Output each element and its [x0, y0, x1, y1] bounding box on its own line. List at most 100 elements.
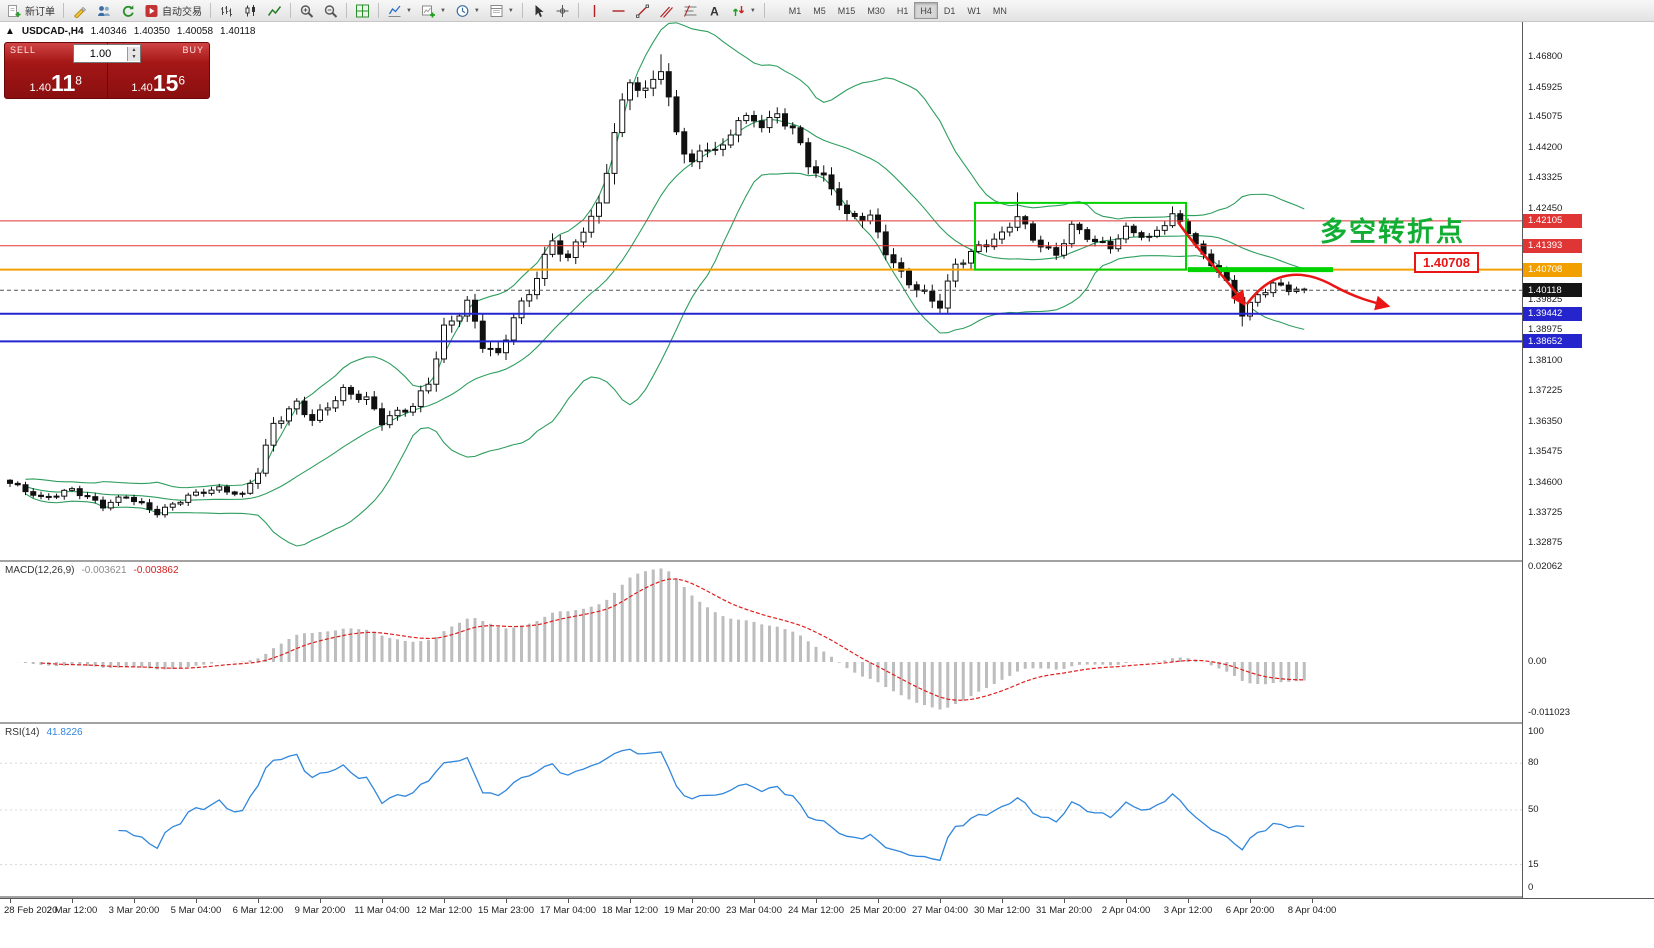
spinner-down-icon[interactable]: ▼	[128, 53, 140, 61]
refresh-icon	[122, 4, 134, 17]
collapse-panel-icon[interactable]: ▲	[5, 26, 15, 37]
panel-divider[interactable]	[0, 560, 1654, 562]
time-label: 2 Apr 04:00	[1101, 905, 1151, 916]
crosshair-button[interactable]	[551, 1, 574, 20]
chart-info-line: ▲ USDCAD-,H4 1.40346 1.40350 1.40058 1.4…	[5, 26, 255, 37]
volume-input[interactable]	[74, 46, 127, 61]
candlestick-chart-icon	[245, 4, 255, 16]
chart-canvas[interactable]	[0, 22, 1522, 560]
timeframe-group: M1 M5 M15 M30 H1 H4 D1 W1 MN	[783, 2, 1013, 19]
zoom-out-button[interactable]	[319, 1, 342, 20]
time-label: 25 Mar 20:00	[850, 905, 906, 916]
dropdown-arrow-icon: ▼	[507, 7, 514, 14]
zoom-out-icon	[324, 4, 338, 18]
toolbar: 新订单 自动交易	[0, 0, 1654, 22]
indicators-button[interactable]: ▼	[383, 1, 416, 20]
main-chart-panel: ▲ USDCAD-,H4 1.40346 1.40350 1.40058 1.4…	[0, 22, 1522, 560]
new-chart-button[interactable]: ▼	[417, 1, 450, 20]
time-label: 31 Mar 20:00	[1036, 905, 1092, 916]
metaeditor-button[interactable]	[68, 1, 91, 20]
macd-name: MACD(12,26,9)	[5, 565, 75, 576]
bar-chart-icon	[221, 5, 232, 16]
macd-value-signal: -0.003862	[133, 565, 179, 576]
time-tick	[134, 899, 135, 903]
timeframe-m1-button[interactable]: M1	[783, 2, 808, 19]
ohlc-low: 1.40058	[176, 26, 214, 37]
toolbar-separator	[210, 3, 211, 18]
volume-spinner[interactable]: ▲ ▼	[127, 46, 140, 61]
time-tick	[258, 899, 259, 903]
new-order-button[interactable]: 新订单	[3, 1, 59, 20]
axis-label: 50	[1528, 804, 1539, 815]
time-tick	[382, 899, 383, 903]
tile-windows-button[interactable]	[351, 1, 374, 20]
dropdown-arrow-icon: ▼	[406, 7, 412, 14]
timeframe-h1-button[interactable]: H1	[891, 2, 915, 19]
timeframe-h4-button[interactable]: H4	[914, 2, 938, 19]
time-label: 15 Mar 23:00	[478, 905, 534, 916]
crosshair-icon	[556, 4, 569, 17]
time-tick	[1188, 899, 1189, 903]
time-label: 23 Mar 04:00	[726, 905, 782, 916]
refresh-button[interactable]	[116, 1, 139, 20]
autotrade-button[interactable]: 自动交易	[140, 1, 206, 20]
cursor-button[interactable]	[527, 1, 550, 20]
arrows-button[interactable]: ▼	[727, 1, 760, 20]
metaeditor-icon	[74, 6, 86, 18]
periods-button[interactable]: ▼	[451, 1, 484, 20]
vline-button[interactable]	[583, 1, 606, 20]
cursor-icon	[535, 4, 544, 17]
panel-divider[interactable]	[0, 722, 1654, 724]
timeframe-mn-button[interactable]: MN	[987, 2, 1013, 19]
timeframe-m15-button[interactable]: M15	[832, 2, 862, 19]
time-label: 28 Feb 2020	[4, 905, 58, 916]
macd-label: MACD(12,26,9) -0.003621 -0.003862	[5, 565, 179, 576]
toolbar-separator	[290, 3, 291, 18]
hline-button[interactable]	[607, 1, 630, 20]
time-label: 6 Apr 20:00	[1225, 905, 1275, 916]
dropdown-arrow-icon: ▼	[473, 7, 480, 14]
timeframe-m5-button[interactable]: M5	[807, 2, 832, 19]
axis-label: 1.35475	[1528, 446, 1563, 458]
toolbar-separator	[63, 3, 64, 18]
time-tick	[940, 899, 941, 903]
time-tick	[568, 899, 569, 903]
axis-label: 0.02062	[1528, 561, 1563, 573]
candlestick-chart-button[interactable]	[239, 1, 262, 20]
rsi-canvas[interactable]	[0, 724, 1522, 896]
time-tick	[444, 899, 445, 903]
macd-canvas[interactable]	[0, 562, 1522, 722]
autotrade-label: 自动交易	[162, 7, 202, 18]
trendline-button[interactable]	[631, 1, 654, 20]
channel-button[interactable]	[655, 1, 678, 20]
arrows-icon	[732, 5, 744, 16]
time-tick	[196, 899, 197, 903]
time-label: 24 Mar 12:00	[788, 905, 844, 916]
templates-button[interactable]: ▼	[485, 1, 518, 20]
axis-label: 1.33725	[1528, 507, 1563, 519]
timeframe-w1-button[interactable]: W1	[961, 2, 987, 19]
zoom-in-button[interactable]	[295, 1, 318, 20]
fibonacci-button[interactable]	[679, 1, 702, 20]
timeframe-m30-button[interactable]: M30	[861, 2, 891, 19]
profiles-button[interactable]	[92, 1, 115, 20]
rsi-label: RSI(14) 41.8226	[5, 727, 83, 738]
price-axis[interactable]: 1.46800 1.45925 1.45075 1.44200 1.43325 1.424…	[1522, 22, 1654, 898]
time-label: 9 Mar 20:00	[294, 905, 346, 916]
vline-icon	[593, 4, 596, 17]
time-label: 3 Apr 12:00	[1163, 905, 1213, 916]
templates-icon	[490, 4, 503, 17]
timeframe-d1-button[interactable]: D1	[938, 2, 962, 19]
axis-label: 1.44200	[1528, 141, 1563, 153]
price-tag: 1.41393	[1523, 238, 1582, 253]
time-tick	[630, 899, 631, 903]
time-label: 5 Mar 04:00	[170, 905, 222, 916]
text-button[interactable]: A	[703, 1, 726, 20]
line-chart-button[interactable]	[263, 1, 286, 20]
bar-chart-button[interactable]	[215, 1, 238, 20]
time-label: 17 Mar 04:00	[540, 905, 596, 916]
time-axis[interactable]: 28 Feb 2020 2 Mar 12:00 3 Mar 20:00 5 Mar 0…	[0, 898, 1654, 948]
svg-text:A: A	[710, 4, 719, 18]
spinner-up-icon[interactable]: ▲	[128, 46, 140, 54]
sell-price: 1.40118	[29, 70, 82, 96]
